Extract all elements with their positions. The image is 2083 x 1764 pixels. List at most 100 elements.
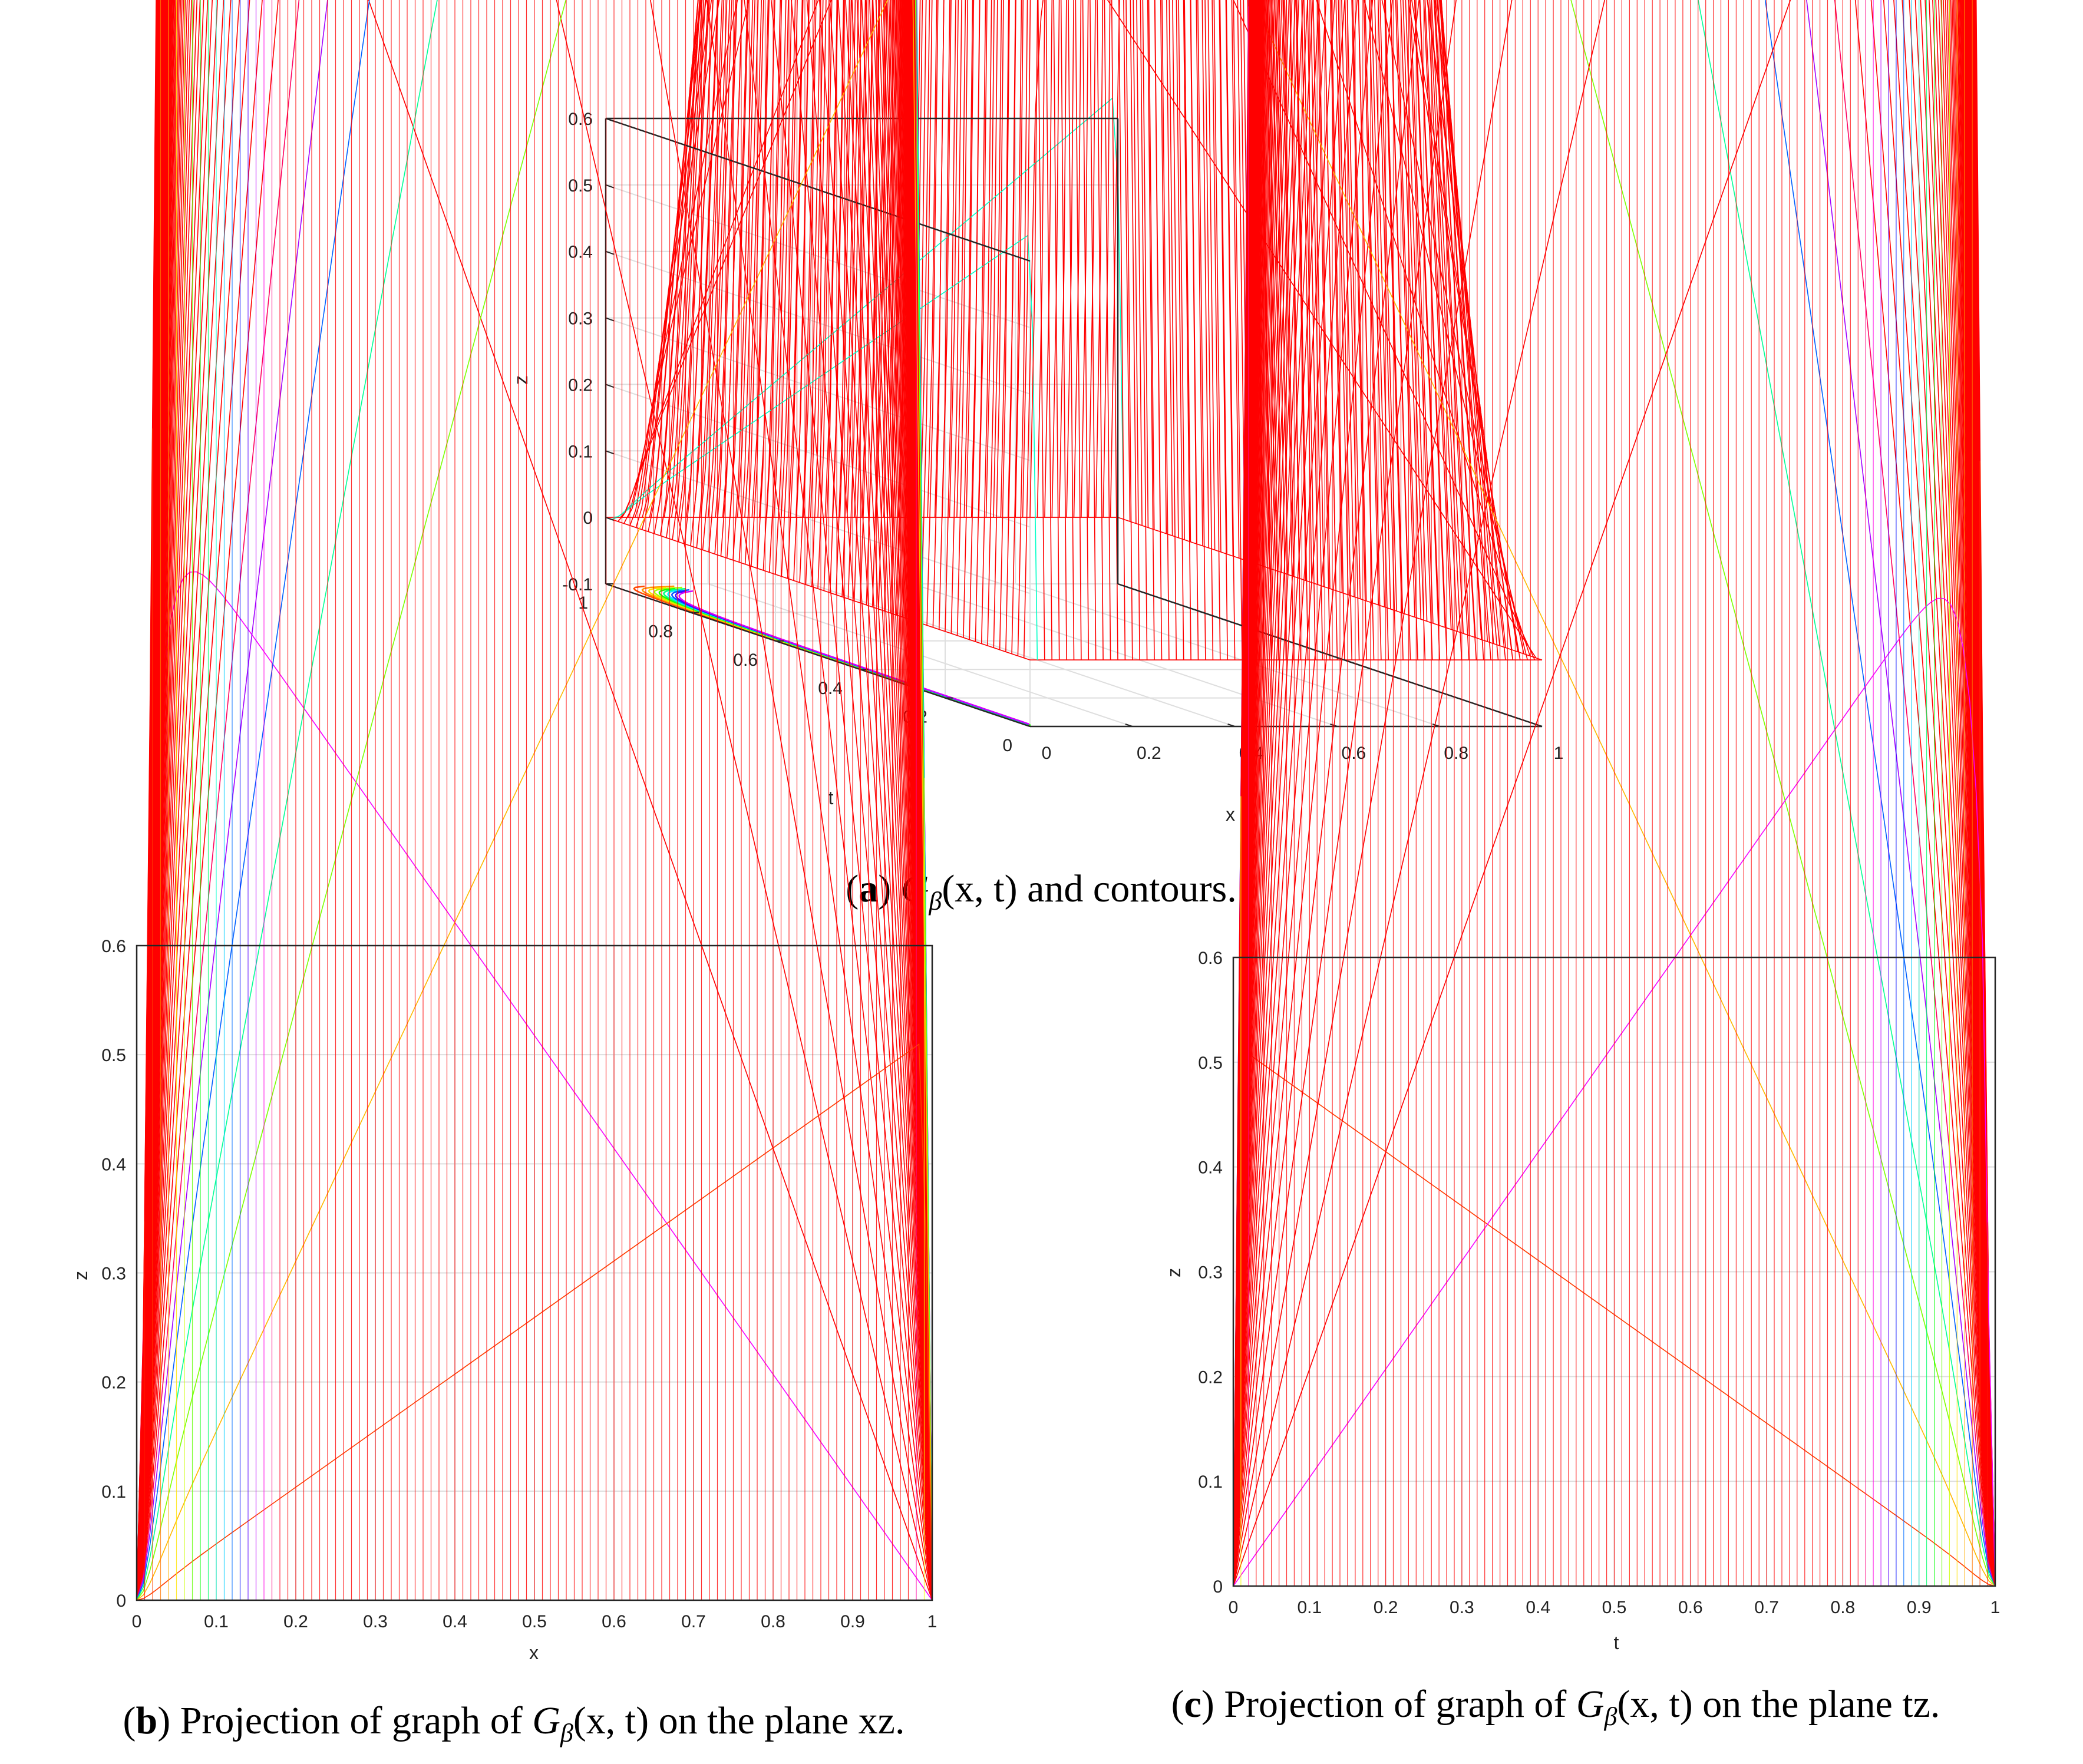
- ztick-label-7: 0.6: [568, 110, 593, 129]
- caption-a-text: and contours.: [1018, 867, 1237, 910]
- frame-top-left: [605, 117, 1031, 262]
- xtick-label-9: 0.9: [1907, 1598, 1932, 1617]
- ttick-label-4: 0.8: [648, 622, 673, 641]
- ytick-label-6: 0.6: [101, 937, 126, 956]
- curve-73: [136, 0, 933, 1601]
- caption-b-letter: b: [136, 1699, 158, 1742]
- xtick-label-4: 0.8: [1444, 744, 1468, 763]
- curve-74: [1233, 0, 1996, 1587]
- xtick-label-0: 0: [1229, 1598, 1239, 1617]
- panel-a-tick-labels: -0.1 0 0.1 0.2 0.3 0.4 0.5 0.6 0 0.2 0.4 0.6 0.8 1 0 0.…: [562, 110, 1563, 763]
- ttick-label-2: 0.4: [818, 679, 843, 698]
- xtick-label-10: 1: [927, 1612, 937, 1631]
- xtick-label-1: 0.1: [1297, 1598, 1322, 1617]
- caption-b-sub: β: [560, 1719, 573, 1748]
- ztick-mark-6: [605, 184, 615, 189]
- panel-b-axes-box: [136, 944, 933, 1601]
- caption-a-sub: β: [928, 887, 942, 916]
- xtick-label-10: 1: [1990, 1598, 2001, 1617]
- panel-b-projection-xz: 0 0.1 0.2 0.3 0.4 0.5 0.6 0.7 0.8 0.9 1 0 0.1 0.2 0.3 0…: [70, 0, 937, 1663]
- curve-5: [1233, 0, 1996, 1587]
- grid-x-4: [1015, 118, 1440, 727]
- ztick-mark-4: [605, 317, 615, 322]
- panel-c-tick-labels: 0 0.1 0.2 0.3 0.4 0.5 0.6 0.7 0.8 0.9 1 0 0.1 0.2 0.3 0…: [1198, 949, 2000, 1617]
- xtick-mark-1: [1125, 724, 1133, 727]
- ztick-mark-1: [605, 517, 615, 521]
- curve-76: [1233, 0, 1996, 1587]
- ytick-label-3: 0.3: [1198, 1263, 1223, 1283]
- curve-4: [136, 0, 933, 1601]
- mesh-x-0: [605, 517, 1031, 660]
- curve-75: [1233, 0, 1996, 1587]
- xtick-label-7: 0.7: [681, 1612, 706, 1631]
- ytick-label-5: 0.5: [1198, 1053, 1223, 1073]
- xtick-label-9: 0.9: [840, 1612, 865, 1631]
- caption-c: (c) Projection of graph of Gβ(x, t) on t…: [1171, 1683, 1940, 1731]
- curve-75: [136, 0, 933, 1601]
- panel-b-tick-labels: 0 0.1 0.2 0.3 0.4 0.5 0.6 0.7 0.8 0.9 1 0 0.1 0.2 0.3 0…: [101, 937, 937, 1631]
- curve-3: [136, 0, 933, 1601]
- ytick-label-2: 0.2: [1198, 1367, 1223, 1387]
- curve-74: [136, 0, 933, 1601]
- xtick-label-4: 0.4: [1526, 1598, 1550, 1617]
- ytick-label-4: 0.4: [1198, 1158, 1223, 1178]
- xtick-label-0: 0: [132, 1612, 142, 1631]
- xtick-label-3: 0.6: [1342, 744, 1366, 763]
- panel-c-xlabel: t: [1614, 1632, 1619, 1653]
- xtick-label-7: 0.7: [1754, 1598, 1779, 1617]
- ztick-label-4: 0.3: [568, 309, 593, 329]
- ztick-label-5: 0.4: [568, 243, 593, 262]
- ztick-mark-5: [605, 250, 615, 255]
- panel-b-ylabel: z: [70, 1271, 91, 1280]
- axes-box: [1232, 956, 1996, 1587]
- xtick-label-5: 0.5: [522, 1612, 547, 1631]
- curve-8: [1233, 0, 1996, 1587]
- ytick-label-4: 0.4: [101, 1155, 126, 1174]
- mesh-x-70: [1117, 517, 1543, 660]
- caption-a-args: (x, t): [942, 867, 1017, 910]
- ztick-label-1: 0: [583, 508, 593, 528]
- ytick-label-0: 0: [116, 1591, 126, 1611]
- curve-73: [1233, 0, 1996, 1587]
- ztick-mark-7: [605, 118, 615, 122]
- ytick-label-0: 0: [1213, 1577, 1223, 1597]
- ztick-mark-2: [605, 450, 615, 455]
- xtick-label-8: 0.8: [1831, 1598, 1856, 1617]
- panel-b-xlabel: x: [529, 1642, 539, 1663]
- xtick-label-1: 0.2: [1137, 744, 1161, 763]
- curve-6: [1233, 0, 1996, 1587]
- mesh-x-69: [1110, 0, 1536, 660]
- xtick-label-4: 0.4: [443, 1612, 467, 1631]
- ytick-label-1: 0.1: [1198, 1472, 1223, 1492]
- curve-72: [1233, 0, 1996, 1587]
- mesh-t-68: [617, 0, 1131, 522]
- mesh-t-4: [1005, 0, 1518, 652]
- panel-a-zlabel: z: [510, 375, 532, 385]
- mesh-x-67: [1095, 0, 1521, 660]
- caption-c-letter: c: [1184, 1683, 1201, 1726]
- ttick-label-3: 0.6: [733, 650, 758, 670]
- axes-box: [136, 944, 933, 1601]
- panel-b-mesh: [136, 0, 933, 1601]
- panel-c-mesh: [1233, 0, 1996, 1587]
- panel-c-axes-box: [1232, 956, 1996, 1587]
- curve-7: [1233, 0, 1996, 1587]
- curve-72: [136, 0, 933, 1601]
- xtick-label-0: 0: [1042, 744, 1052, 763]
- mesh-t-3: [1011, 0, 1524, 654]
- ztick-mark-3: [605, 384, 615, 388]
- caption-c-sub: β: [1604, 1702, 1617, 1731]
- panel-a-xlabel: x: [1226, 804, 1235, 825]
- xtick-label-6: 0.6: [602, 1612, 626, 1631]
- ztick-label-3: 0.2: [568, 375, 593, 395]
- curve-4: [1233, 0, 1996, 1587]
- contour-9: [678, 590, 1030, 725]
- ytick-label-3: 0.3: [101, 1264, 126, 1284]
- ytick-label-2: 0.2: [101, 1373, 126, 1393]
- ztick-label-6: 0.5: [568, 176, 593, 196]
- mesh-t-2: [1017, 0, 1531, 656]
- curve-76: [136, 0, 933, 1601]
- grid-x-1: [707, 118, 1133, 727]
- curve-5: [136, 0, 933, 1601]
